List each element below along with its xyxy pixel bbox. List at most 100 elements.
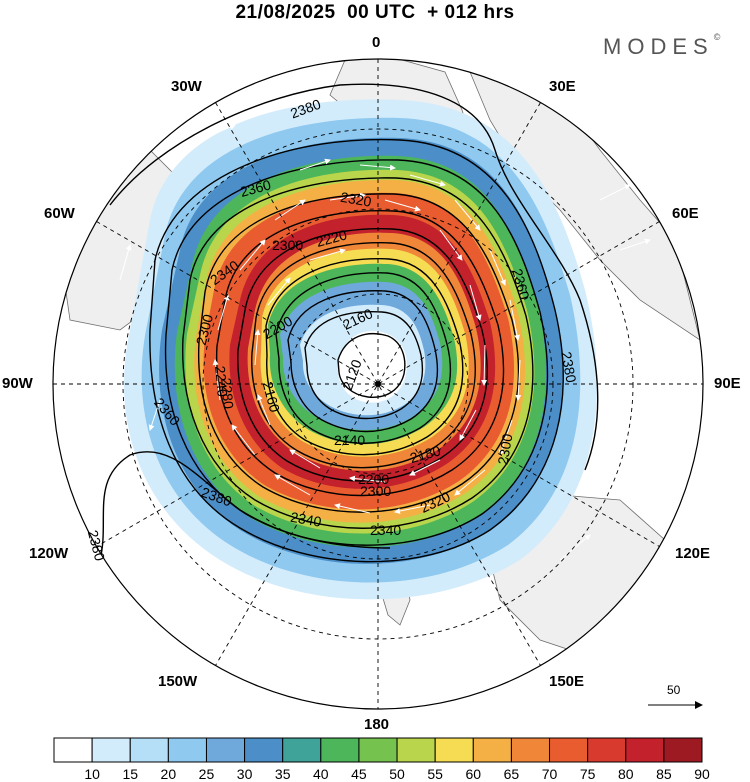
wind-vector	[599, 184, 631, 201]
wind-vector	[289, 449, 321, 469]
contour-label: 2320	[339, 189, 373, 210]
contour-label: 2160	[260, 380, 284, 414]
contour-label: 2380	[85, 528, 109, 562]
wind-vector	[254, 329, 261, 366]
lon-label-150e: 150E	[549, 673, 585, 690]
contour-2320	[182, 177, 534, 529]
wind-vector	[274, 474, 311, 496]
colorbar-tick-label: 50	[389, 766, 405, 782]
wind-vector	[329, 192, 366, 201]
contour-label: 2300	[272, 237, 303, 253]
colorbar-tick-label: 20	[160, 766, 177, 782]
contour-label: 2340	[370, 522, 401, 538]
colorbar-tick-label: 30	[236, 766, 253, 782]
lon-label-120e: 120E	[675, 545, 711, 562]
wind-vector	[349, 475, 386, 483]
wind-vector	[199, 124, 236, 141]
colorbar-tick-label: 75	[579, 766, 596, 782]
colorbar-tick-label: 45	[351, 766, 367, 782]
wind-vector	[489, 249, 506, 286]
wind-vector	[239, 239, 266, 271]
shade-core	[338, 331, 407, 403]
contour-label: 2300	[193, 312, 217, 346]
contour-label: 2280	[218, 377, 237, 410]
colorbar-tick-label: 65	[503, 766, 520, 782]
contour-label: 2300	[494, 432, 515, 466]
lon-label-0: 0	[372, 34, 381, 51]
wind-vector	[359, 164, 396, 171]
colorbar-tick-label: 35	[274, 766, 291, 782]
wind-vector	[274, 199, 306, 221]
lon-label-90w: 90W	[2, 375, 33, 392]
wind-vector	[299, 619, 341, 628]
height-contours	[99, 83, 599, 563]
contour-2180	[275, 272, 452, 444]
wind-vector	[199, 559, 241, 577]
wind-vector	[449, 608, 491, 621]
wind-vector	[309, 248, 346, 261]
contour-label: 2360	[509, 267, 533, 301]
contour-2160	[287, 290, 439, 433]
contour-2200	[265, 257, 464, 456]
wind-vector	[384, 199, 421, 212]
wind-vector	[257, 394, 271, 426]
wind-vector	[267, 277, 291, 306]
colorbar-tick-label: 40	[313, 766, 329, 782]
contour-2380	[109, 83, 599, 471]
colorbar-tick-label: 55	[427, 766, 443, 782]
lon-label-120w: 120W	[29, 545, 69, 562]
contour-label: 2340	[289, 509, 323, 530]
wind-vector	[409, 459, 441, 476]
contour-label: 2380	[558, 350, 579, 384]
wind-vectors	[119, 124, 651, 628]
map-border	[52, 58, 704, 710]
wind-vector	[515, 359, 522, 401]
contour-label: 2360	[238, 176, 272, 200]
lon-label-150w: 150W	[158, 673, 198, 690]
contour-2120	[337, 333, 406, 398]
colorbar-tick-label: 60	[465, 766, 482, 782]
lon-label-180: 180	[364, 716, 390, 733]
lon-label-30e: 30E	[549, 78, 576, 95]
contour-2240	[237, 228, 488, 482]
map-title: 21/08/2025 00 UTC + 012 hrs	[235, 2, 515, 23]
contour-label: 2140	[334, 432, 365, 448]
wind-vector	[119, 244, 132, 281]
lon-label-90e: 90E	[714, 375, 741, 392]
wind-vector	[459, 409, 477, 441]
contour-2280	[215, 210, 505, 497]
wind-vector	[454, 469, 486, 496]
contour-label: 2200	[358, 471, 389, 487]
contour-label: 2300	[360, 483, 391, 499]
colorbar-tick-label: 90	[694, 766, 710, 782]
contour-2140	[304, 311, 424, 420]
colorbar-tick-label: 80	[617, 766, 634, 782]
lon-label-60w: 60W	[44, 205, 75, 222]
brand-logo: MODES©	[603, 32, 721, 60]
wind-vector	[481, 344, 488, 386]
colorbar-tick-label: 85	[656, 766, 672, 782]
graticule	[53, 59, 703, 709]
wind-vector	[498, 419, 513, 456]
wind-vector	[148, 399, 161, 431]
contour-label: 2220	[314, 226, 348, 250]
contour-2220	[251, 241, 476, 469]
colorbar-tick-label: 10	[84, 766, 100, 782]
wind-vector	[619, 238, 651, 251]
wind-vector	[559, 534, 591, 561]
vector-scale-label: 50	[667, 683, 681, 697]
contour-label: 2180	[408, 442, 442, 466]
copyright-mark: ©	[713, 32, 721, 42]
wind-vector	[409, 174, 446, 187]
wind-vector	[212, 359, 221, 401]
pole-marker	[375, 381, 381, 387]
wind-speed-shading	[124, 99, 598, 600]
lon-label-30w: 30W	[171, 78, 202, 95]
colorbar-tick-label: 15	[122, 766, 139, 782]
colorbar-tick-label: 25	[198, 766, 215, 782]
wind-vector	[454, 199, 481, 231]
contour-2340	[164, 159, 549, 546]
brand-text: MODES	[603, 34, 714, 59]
contour-label: 2240	[212, 365, 231, 398]
